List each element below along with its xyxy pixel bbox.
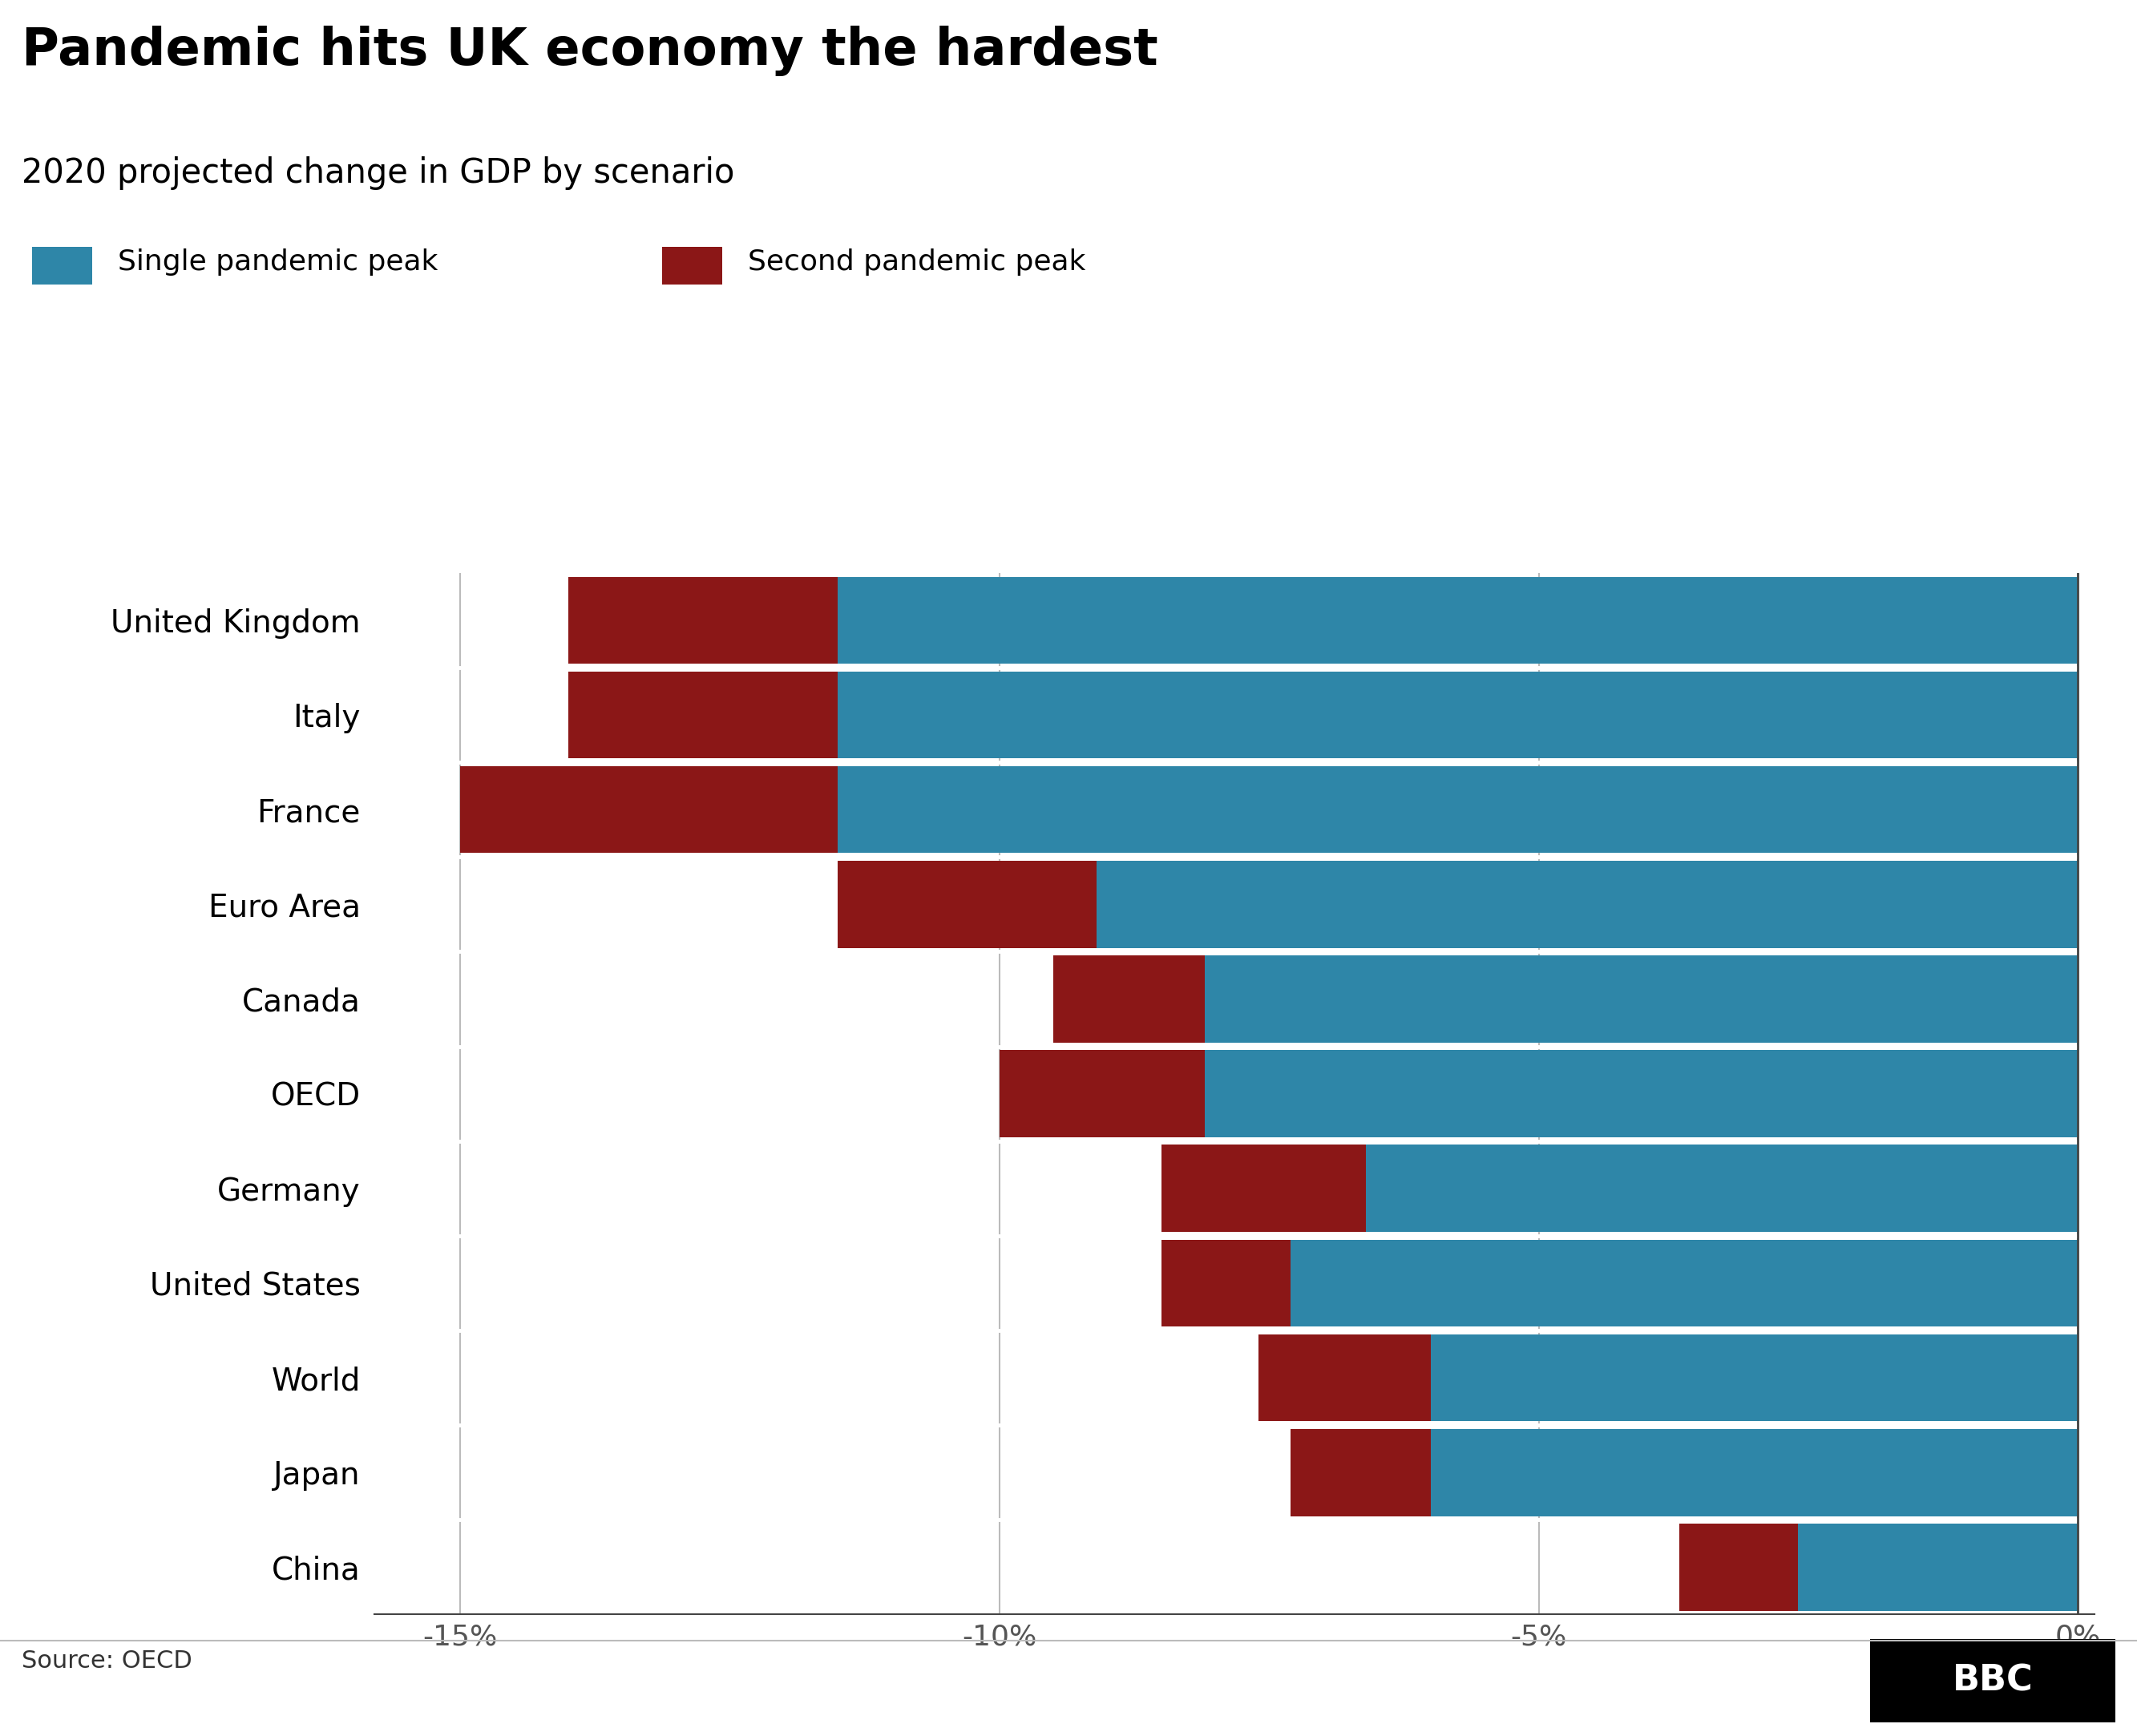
Bar <box>1291 1240 2077 1326</box>
Bar <box>1205 955 2077 1043</box>
Text: 2020 projected change in GDP by scenario: 2020 projected change in GDP by scenario <box>21 156 735 189</box>
Text: Single pandemic peak: Single pandemic peak <box>118 248 438 276</box>
Bar <box>1096 861 2077 948</box>
Bar <box>838 861 1096 948</box>
Bar <box>1054 955 1205 1043</box>
Bar <box>568 672 838 759</box>
Bar <box>1680 1524 1797 1611</box>
Text: Second pandemic peak: Second pandemic peak <box>748 248 1086 276</box>
Bar <box>1259 1335 1432 1422</box>
Bar <box>1000 1050 1205 1137</box>
Bar <box>1205 1050 2077 1137</box>
Text: Pandemic hits UK economy the hardest: Pandemic hits UK economy the hardest <box>21 26 1158 76</box>
Bar <box>838 766 2077 852</box>
Bar <box>1366 1144 2077 1233</box>
Bar <box>1160 1144 1366 1233</box>
Bar <box>568 576 838 663</box>
Bar <box>1160 1240 1291 1326</box>
Text: BBC: BBC <box>1953 1663 2032 1698</box>
Bar <box>838 672 2077 759</box>
Bar <box>838 576 2077 663</box>
Bar <box>459 766 838 852</box>
Bar <box>1432 1429 2077 1516</box>
Bar <box>1291 1429 1432 1516</box>
Bar <box>1797 1524 2077 1611</box>
Bar <box>1432 1335 2077 1422</box>
Text: Source: OECD: Source: OECD <box>21 1649 192 1672</box>
